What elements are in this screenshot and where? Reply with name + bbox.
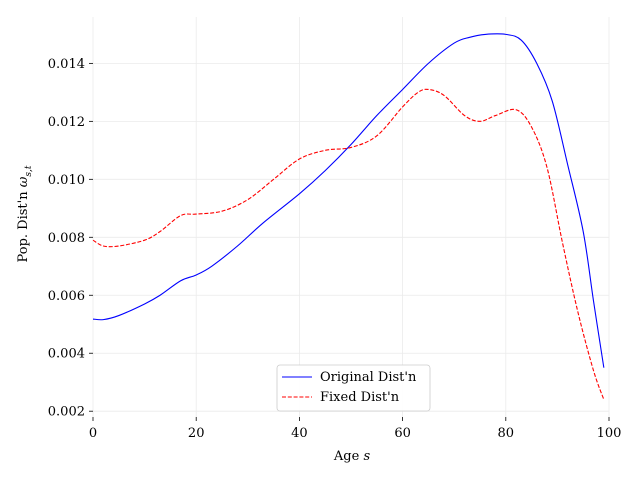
legend-label-fixed: Fixed Dist'n <box>320 390 400 405</box>
x-axis-ticks: 0 20 40 60 80 100 <box>89 417 622 441</box>
x-tick-label: 100 <box>597 426 622 441</box>
y-tick-label: 0.006 <box>48 289 85 304</box>
x-tick-label: 80 <box>498 426 515 441</box>
x-axis-label: Age s <box>333 449 371 464</box>
y-tick-label: 0.004 <box>48 347 85 362</box>
x-tick-label: 40 <box>291 426 308 441</box>
y-tick-label: 0.012 <box>48 115 85 130</box>
x-tick-label: 60 <box>394 426 411 441</box>
x-axis-label-variable: s <box>363 449 370 464</box>
legend: Original Dist'n Fixed Dist'n <box>276 364 431 412</box>
legend-label-original: Original Dist'n <box>320 370 417 385</box>
y-tick-label: 0.002 <box>48 405 85 420</box>
y-axis-ticks: 0.002 0.004 0.006 0.008 0.010 0.012 0.014 <box>48 57 93 420</box>
y-axis-label: Pop. Dist'n ωs,t <box>16 165 34 262</box>
grid <box>92 17 610 417</box>
y-tick-label: 0.010 <box>48 173 85 188</box>
y-tick-label: 0.008 <box>48 231 85 246</box>
series-line-fixed <box>92 88 605 400</box>
legend-frame <box>276 364 431 412</box>
x-tick-label: 20 <box>188 426 205 441</box>
y-axis-label-subscript: s,t <box>24 165 34 176</box>
x-tick-label: 0 <box>89 426 97 441</box>
series-lines <box>92 33 605 400</box>
y-axis-label-main: Pop. Dist'n <box>16 187 31 262</box>
y-tick-label: 0.014 <box>48 57 85 72</box>
y-axis-label-symbol: ω <box>16 176 31 187</box>
series-line-original <box>92 33 605 368</box>
x-axis-label-main: Age <box>333 449 364 464</box>
